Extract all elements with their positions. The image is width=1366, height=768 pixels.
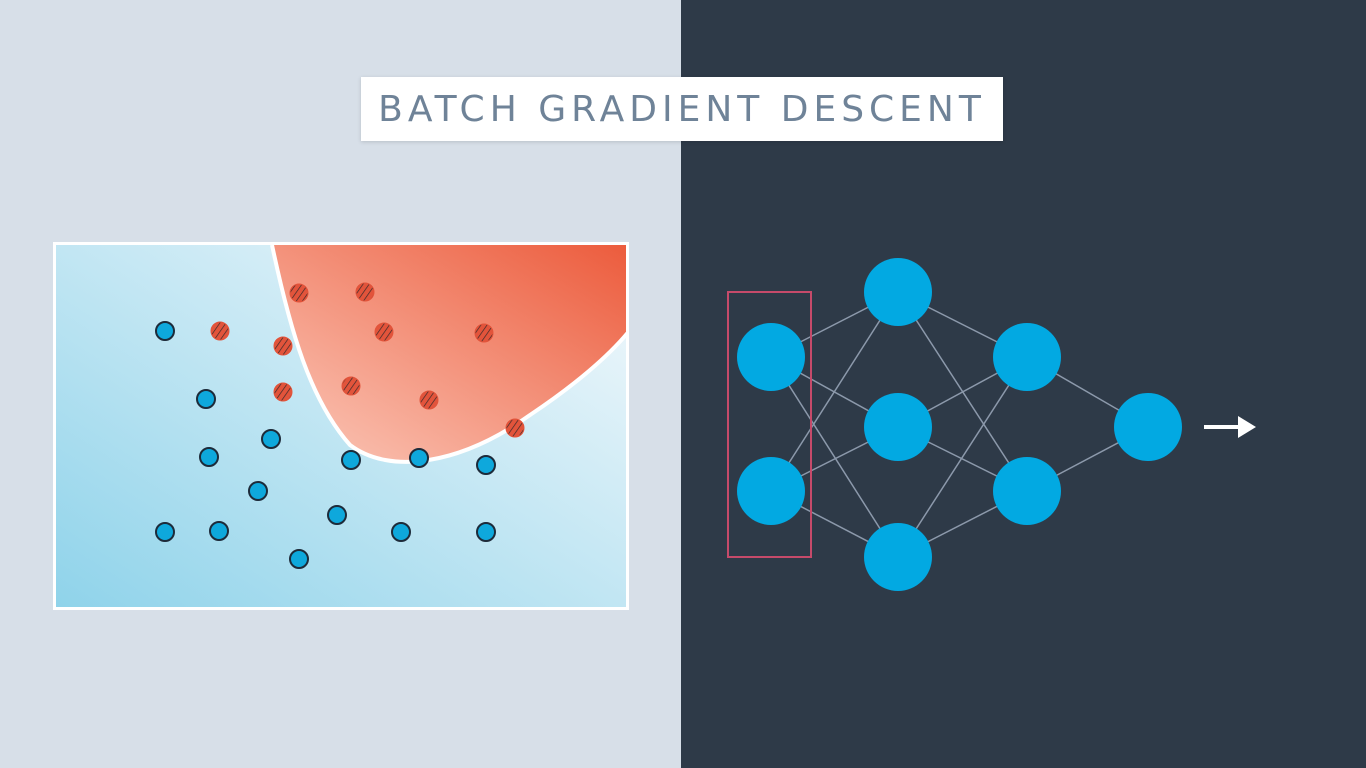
blue-point: [476, 455, 496, 475]
hidden-node: [864, 393, 932, 461]
blue-point: [391, 522, 411, 542]
network-nodes: [737, 258, 1182, 591]
title-banner: BATCH GRADIENT DESCENT: [361, 77, 1003, 141]
hidden-node: [993, 457, 1061, 525]
blue-point: [199, 447, 219, 467]
red-point: [273, 382, 293, 402]
network-edge: [897, 356, 1028, 558]
page-title: BATCH GRADIENT DESCENT: [378, 88, 986, 130]
blue-point: [155, 321, 175, 341]
blue-points: [155, 321, 496, 569]
input-node: [737, 323, 805, 391]
network-edge: [770, 356, 899, 558]
output-node: [1114, 393, 1182, 461]
blue-point: [196, 389, 216, 409]
red-point: [505, 418, 525, 438]
blue-point: [289, 549, 309, 569]
network-edge: [770, 291, 899, 492]
red-point: [419, 390, 439, 410]
hidden-node: [993, 323, 1061, 391]
red-point: [355, 282, 375, 302]
red-point: [210, 321, 230, 341]
blue-point: [261, 429, 281, 449]
red-point: [289, 283, 309, 303]
red-point: [273, 336, 293, 356]
input-layer-highlight: [727, 291, 812, 558]
blue-point: [476, 522, 496, 542]
neural-network: [727, 258, 1256, 591]
red-point: [474, 323, 494, 343]
blue-point: [155, 522, 175, 542]
scatter-plot: [53, 242, 629, 610]
red-point: [374, 322, 394, 342]
right-arrow-icon: [1204, 416, 1256, 438]
hidden-node: [864, 523, 932, 591]
input-node: [737, 457, 805, 525]
blue-point: [409, 448, 429, 468]
blue-point: [341, 450, 361, 470]
network-edges: [770, 291, 1149, 558]
blue-point: [248, 481, 268, 501]
red-points: [210, 282, 525, 438]
hidden-node: [864, 258, 932, 326]
blue-point: [209, 521, 229, 541]
red-point: [341, 376, 361, 396]
blue-point: [327, 505, 347, 525]
